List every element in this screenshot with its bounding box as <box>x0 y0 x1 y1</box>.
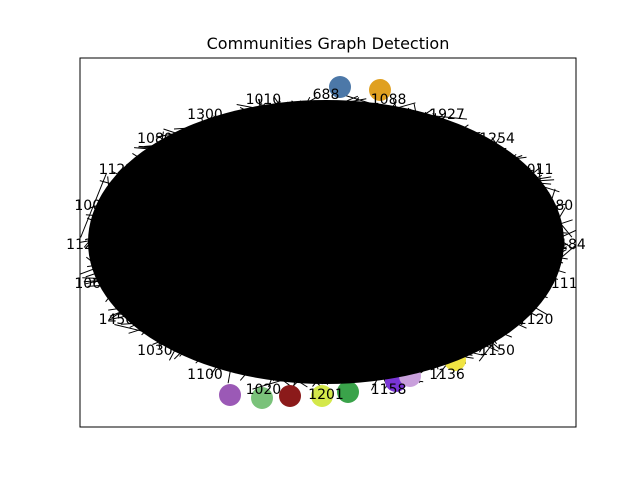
graph-node-labels: 688 1088192712541011880118411111120115011… <box>66 87 586 403</box>
node-label: 1450 <box>99 312 135 328</box>
node-label: 1080 <box>137 131 173 147</box>
graph-node <box>219 384 241 406</box>
node-label: 1011 <box>518 162 554 178</box>
node-label: 1111 <box>542 276 578 292</box>
axes-frame <box>79 57 577 428</box>
graph-nodes <box>219 76 466 409</box>
graph-node <box>311 385 333 407</box>
node-label: 1010 <box>246 92 282 108</box>
node-label: 1927 <box>429 107 465 123</box>
node-label: 1136 <box>429 367 465 383</box>
node-label: 1150 <box>479 343 515 359</box>
node-label: 1060 <box>74 276 110 292</box>
node-label: 1100 <box>187 367 223 383</box>
graph-core-edges <box>88 100 564 384</box>
node-label: 1122 <box>99 162 135 178</box>
node-label: 1020 <box>246 382 282 398</box>
node-label: 1184 <box>550 237 586 253</box>
graph-node <box>279 385 301 407</box>
node-label: 1201 <box>308 387 344 403</box>
graph-node <box>337 381 359 403</box>
graph-node <box>251 387 273 409</box>
node-label: 1300 <box>187 107 223 123</box>
node-label: 880 <box>546 198 573 214</box>
node-label: 1254 <box>479 131 515 147</box>
graph-node <box>369 79 391 101</box>
node-label: 1120 <box>518 312 554 328</box>
node-label: 1120 <box>66 237 102 253</box>
node-label: 1088 <box>371 92 407 108</box>
graph-edge <box>80 172 108 238</box>
node-label: 1000 <box>74 198 110 214</box>
node-label: 1158 <box>371 382 407 398</box>
graph-node <box>329 76 351 98</box>
node-label: 1030 <box>137 343 173 359</box>
chart-title: Communities Graph Detection <box>207 34 450 53</box>
node-label: 688 <box>313 87 340 103</box>
graph-edge-mass <box>88 100 564 384</box>
